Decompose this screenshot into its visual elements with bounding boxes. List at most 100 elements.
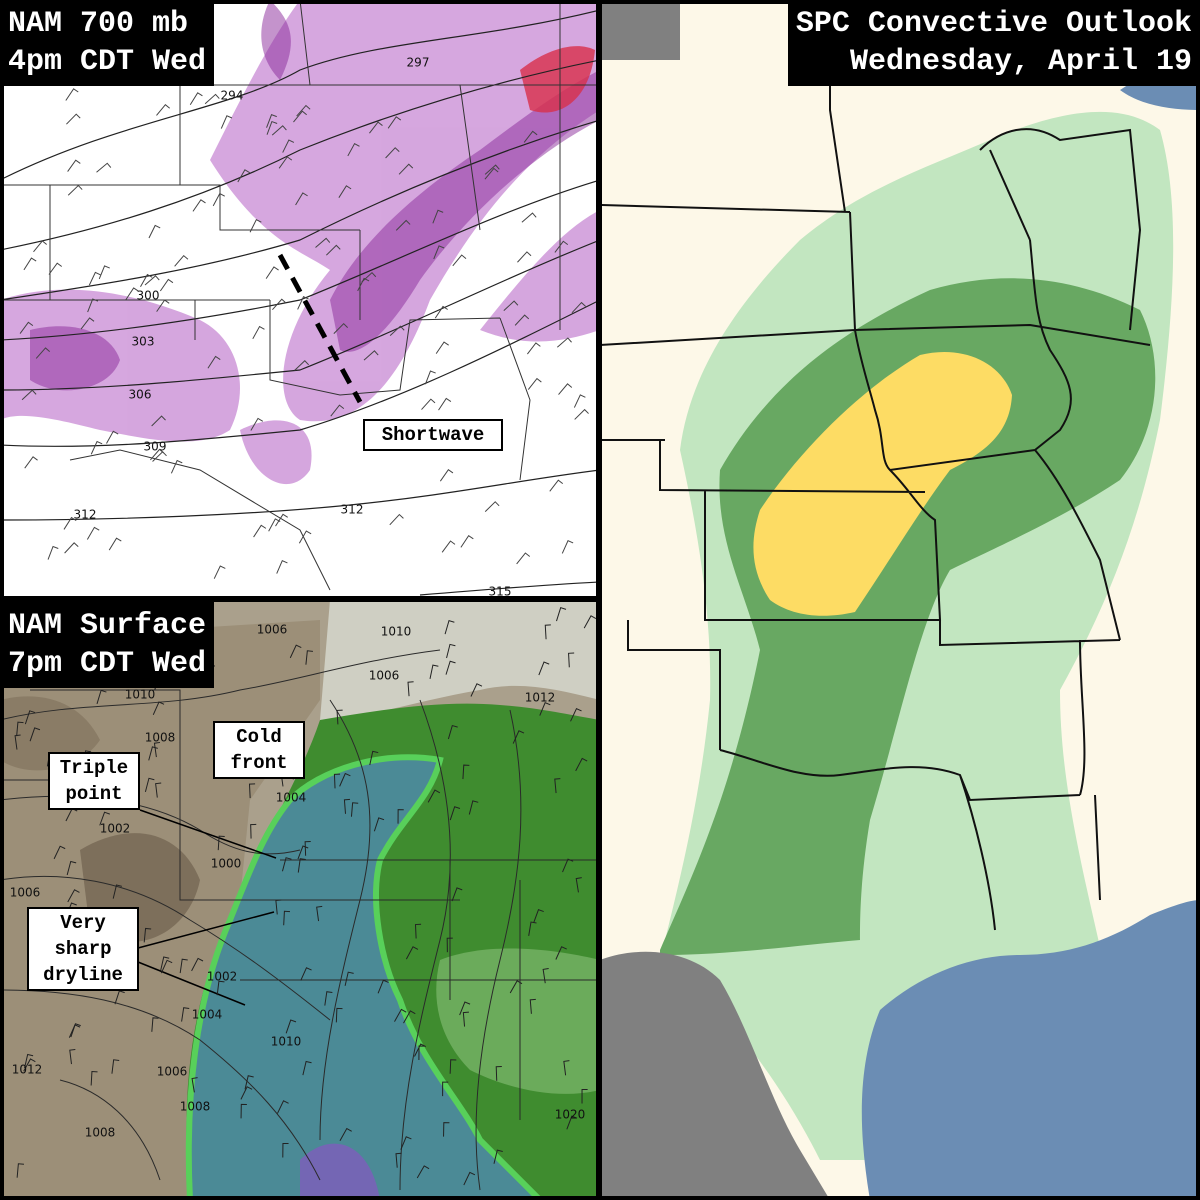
wind-barb <box>462 764 470 780</box>
wind-barb <box>23 1058 36 1072</box>
contour-label: 1006 <box>257 623 288 637</box>
wind-barb <box>189 92 203 106</box>
annotation: Very sharp dryline <box>27 907 139 991</box>
wind-barb <box>99 811 110 826</box>
wind-barb <box>174 254 189 267</box>
wind-barb <box>400 1136 412 1150</box>
wind-barb <box>80 317 95 330</box>
wind-barb <box>70 1023 81 1038</box>
wind-barb <box>315 237 331 248</box>
wind-barb <box>14 734 21 750</box>
wind-barb <box>268 518 281 532</box>
wind-barb <box>438 397 452 411</box>
wind-barb <box>338 185 352 198</box>
wind-barb <box>151 415 166 427</box>
wind-barb <box>566 1115 578 1130</box>
wind-barb <box>434 305 448 319</box>
wind-barb <box>433 245 445 260</box>
wind-barb <box>87 298 99 313</box>
wind-barb <box>335 1007 343 1023</box>
wind-barb <box>385 147 400 159</box>
contour-label: 1008 <box>180 1100 211 1114</box>
wind-barb <box>276 560 288 574</box>
wind-barb <box>272 298 287 310</box>
wind-barb <box>369 750 379 766</box>
wind-barb <box>248 783 256 799</box>
wind-barb <box>179 958 188 974</box>
contour-label: 1004 <box>276 791 307 805</box>
wind-barb <box>389 325 405 337</box>
wind-barb <box>220 115 233 129</box>
wind-barb <box>16 721 24 737</box>
wind-barb <box>153 741 161 758</box>
wind-barb <box>298 530 312 544</box>
wind-barb <box>98 265 110 280</box>
wind-barb <box>418 1045 425 1061</box>
wind-barb <box>67 159 81 172</box>
wind-barb <box>159 278 174 292</box>
wind-barb <box>285 1019 297 1034</box>
wind-barb <box>207 355 221 369</box>
wind-barb <box>343 798 351 814</box>
wind-barb <box>484 164 500 175</box>
wind-barb <box>573 394 586 408</box>
wind-barb <box>452 254 467 267</box>
wind-barb <box>250 417 264 431</box>
wind-barb <box>86 526 100 540</box>
wind-barb <box>144 777 155 792</box>
wind-barb <box>397 809 404 824</box>
wind-barb <box>561 539 574 554</box>
wind-barb <box>155 782 162 798</box>
wind-barb <box>21 389 37 401</box>
contour-label: 306 <box>129 388 152 402</box>
wind-barb <box>377 979 389 994</box>
wind-barb <box>204 93 220 105</box>
wind-barb <box>143 927 152 943</box>
wind-barb <box>570 707 582 722</box>
wind-barb <box>24 1053 34 1069</box>
wind-barb <box>339 1127 352 1142</box>
wind-barb <box>555 946 567 960</box>
wind-barb <box>443 1122 450 1137</box>
wind-barb <box>336 709 343 725</box>
wind-barb <box>574 408 589 420</box>
wind-barb <box>64 542 79 554</box>
contour-label: 1002 <box>207 970 238 984</box>
wind-barb <box>156 299 170 312</box>
wind-barb <box>416 1165 430 1179</box>
wind-barb <box>427 789 441 803</box>
wind-barb <box>297 296 309 310</box>
wind-barb <box>266 120 278 135</box>
annotation: Cold front <box>213 721 305 779</box>
wind-barb <box>444 620 455 635</box>
wind-barb <box>460 535 474 548</box>
wind-barb <box>514 314 530 326</box>
title-line: 7pm CDT Wed <box>8 647 207 681</box>
wind-barb <box>449 806 461 821</box>
wind-barb <box>300 967 312 981</box>
wind-barb <box>581 1089 588 1104</box>
wind-barb <box>191 957 204 972</box>
wind-barb <box>24 710 36 725</box>
title-line: NAM Surface <box>8 609 207 643</box>
contour-label: 297 <box>407 56 430 70</box>
wind-barb <box>562 858 574 873</box>
wind-barb <box>29 727 41 742</box>
wind-barb <box>19 321 34 334</box>
wind-barb <box>192 199 206 212</box>
wind-barb <box>394 1008 407 1022</box>
wind-barb <box>523 130 538 143</box>
panel-surface <box>4 602 596 1196</box>
wind-barb <box>252 325 265 340</box>
wind-barb <box>148 746 158 761</box>
wind-barb <box>23 257 37 271</box>
wind-barb <box>304 841 311 856</box>
wind-barb <box>439 469 454 482</box>
wind-barb <box>275 513 288 527</box>
wind-barb <box>213 565 226 579</box>
wind-barb <box>144 275 160 286</box>
wind-barb <box>35 347 51 359</box>
wind-barb <box>88 271 101 286</box>
wind-barb <box>283 910 291 926</box>
